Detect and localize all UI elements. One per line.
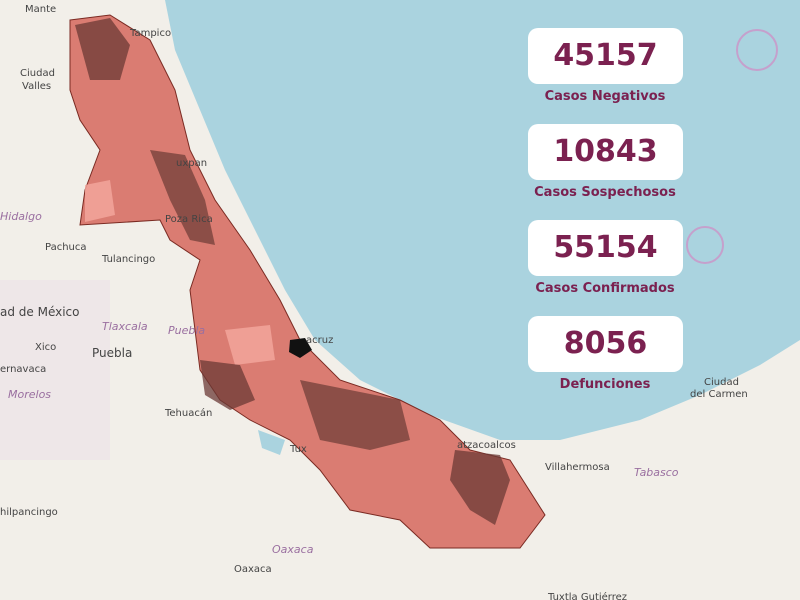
map-label: Mante	[25, 4, 56, 15]
stat-value: 55154	[528, 220, 683, 276]
stat-value: 8056	[528, 316, 683, 372]
veracruz-subregion	[450, 450, 510, 525]
map-label: Pachuca	[45, 242, 87, 253]
map-label: ad de México	[0, 305, 80, 319]
map-label: Ciudad	[20, 68, 55, 79]
map-label: Puebla	[92, 346, 132, 360]
map-label: Valles	[22, 81, 51, 92]
map-label: Tabasco	[634, 466, 679, 479]
map-label: Villahermosa	[545, 462, 610, 473]
veracruz-subregion	[200, 360, 255, 410]
map-label: Tux	[289, 444, 307, 455]
veracruz-subregion	[85, 180, 115, 222]
map-label: Tulancingo	[101, 254, 155, 265]
map-label: Oaxaca	[272, 543, 314, 556]
veracruz-subregion	[150, 150, 215, 245]
map-label: Hidalgo	[0, 210, 42, 223]
map-label: Oaxaca	[234, 564, 272, 575]
map-label: hilpancingo	[0, 507, 58, 518]
veracruz-subregion	[300, 380, 410, 450]
map-label: Poza Rica	[165, 214, 213, 225]
map-label: Puebla	[168, 324, 205, 337]
veracruz-subregion	[225, 325, 275, 365]
veracruz-region	[69, 14, 546, 549]
map-label: atzacoalcos	[457, 440, 516, 451]
lake	[258, 430, 285, 455]
map-label: acruz	[306, 335, 333, 346]
boundary-circle	[686, 226, 724, 264]
veracruz-subregion	[75, 18, 130, 80]
map-label: Tlaxcala	[102, 320, 148, 333]
stat-label: Defunciones	[559, 377, 651, 392]
stat-label: Casos Confirmados	[535, 281, 675, 296]
map-label: Tehuacán	[164, 407, 212, 419]
map-label: del Carmen	[690, 389, 748, 400]
stat-value: 10843	[528, 124, 683, 180]
map-label: Tuxtla Gutiérrez	[547, 591, 627, 600]
map-label: Xico	[35, 342, 56, 353]
map-label: Ciudad	[704, 377, 739, 388]
urban-area	[0, 280, 110, 460]
veracruz-city	[289, 338, 312, 358]
boundary-circle	[736, 29, 778, 71]
map-label: uxpan	[176, 158, 207, 169]
stat-label: Casos Sospechosos	[534, 185, 676, 200]
stat-label: Casos Negativos	[544, 89, 666, 104]
map-label: Tampico	[129, 28, 171, 39]
map-label: ernavaca	[0, 364, 46, 375]
stat-value: 45157	[528, 28, 683, 84]
map-label: Morelos	[8, 388, 51, 401]
